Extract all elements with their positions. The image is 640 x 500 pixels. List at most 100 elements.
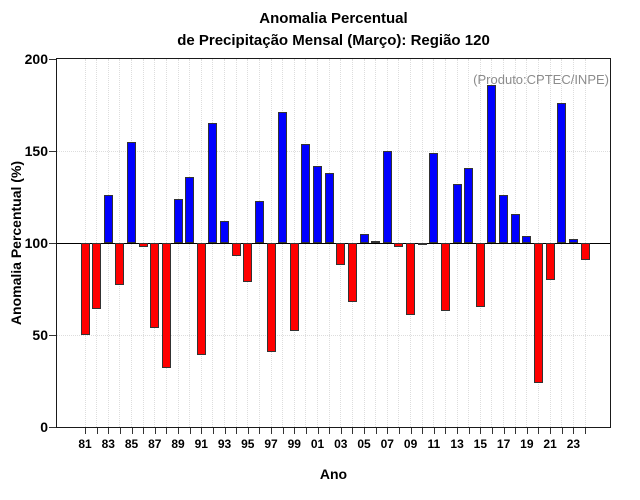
x-tick — [491, 428, 493, 434]
x-tick — [561, 428, 563, 434]
bar-82 — [92, 243, 102, 310]
x-tick — [398, 428, 400, 434]
x-tick — [480, 428, 482, 434]
y-tick-label-150: 150 — [24, 143, 48, 159]
x-tick-label-97: 97 — [264, 437, 278, 451]
bar-16 — [487, 84, 497, 243]
x-tick — [340, 428, 342, 434]
bar-19 — [522, 235, 532, 243]
x-tick — [352, 428, 354, 434]
bar-95 — [243, 243, 253, 282]
bar-17 — [499, 195, 509, 243]
chart-title: Anomalia Percentual de Precipitação Mens… — [56, 8, 611, 52]
h-gridline-50 — [57, 334, 610, 336]
bar-86 — [138, 243, 148, 247]
bar-06 — [371, 241, 381, 244]
y-tick — [49, 334, 56, 336]
watermark-label: (Produto:CPTEC/INPE) — [473, 72, 609, 87]
h-gridline-150 — [57, 150, 610, 152]
bar-10 — [417, 243, 427, 245]
x-tick-label-07: 07 — [380, 437, 394, 451]
x-tick — [96, 428, 98, 434]
x-tick — [433, 428, 435, 434]
bar-97 — [266, 243, 276, 352]
y-tick — [49, 150, 56, 152]
x-tick — [422, 428, 424, 434]
bar-87 — [150, 243, 160, 328]
x-tick-label-17: 17 — [496, 437, 511, 451]
y-tick-label-100: 100 — [24, 235, 48, 251]
y-tick — [49, 58, 56, 60]
bar-05 — [359, 233, 369, 243]
x-tick — [538, 428, 540, 434]
x-tick — [526, 428, 528, 434]
bar-23 — [568, 239, 578, 243]
x-tick — [503, 428, 505, 434]
x-tick — [387, 428, 389, 434]
x-tick — [259, 428, 261, 434]
bar-89 — [173, 198, 183, 243]
x-tick — [573, 428, 575, 434]
x-tick — [364, 428, 366, 434]
x-tick — [166, 428, 168, 434]
x-tick-label-01: 01 — [310, 437, 325, 451]
x-tick — [271, 428, 273, 434]
x-tick — [189, 428, 191, 434]
bar-88 — [161, 243, 171, 369]
x-tick — [212, 428, 214, 434]
baseline-100 — [57, 242, 610, 244]
x-tick — [282, 428, 284, 434]
x-tick — [329, 428, 331, 434]
x-tick-label-19: 19 — [520, 437, 534, 451]
y-tick — [49, 242, 56, 244]
x-tick-label-23: 23 — [566, 437, 581, 451]
x-tick — [143, 428, 145, 434]
x-tick-label-03: 03 — [334, 437, 348, 451]
x-tick-label-13: 13 — [450, 437, 464, 451]
x-tick-label-11: 11 — [427, 437, 441, 451]
x-tick-label-93: 93 — [217, 437, 232, 451]
bar-99 — [289, 243, 299, 332]
x-tick-label-89: 89 — [171, 437, 185, 451]
bar-00 — [301, 143, 311, 243]
bar-94 — [231, 243, 241, 256]
x-tick — [515, 428, 517, 434]
x-tick — [119, 428, 121, 434]
bar-83 — [103, 195, 113, 243]
x-tick — [247, 428, 249, 434]
bar-08 — [394, 243, 404, 247]
x-tick — [236, 428, 238, 434]
x-tick — [317, 428, 319, 434]
bar-84 — [115, 243, 125, 286]
x-tick — [131, 428, 133, 434]
x-tick — [294, 428, 296, 434]
bar-98 — [278, 112, 288, 243]
x-tick — [410, 428, 412, 434]
y-tick — [49, 426, 56, 428]
bar-18 — [510, 213, 520, 243]
bar-04 — [347, 243, 357, 302]
bar-93 — [220, 220, 230, 243]
x-tick — [550, 428, 552, 434]
plot-area — [56, 58, 611, 428]
bar-02 — [324, 173, 334, 243]
bar-09 — [406, 243, 416, 315]
x-tick — [457, 428, 459, 434]
y-tick-label-0: 0 — [40, 419, 48, 435]
x-tick-label-91: 91 — [194, 437, 208, 451]
bar-90 — [185, 176, 195, 243]
x-tick — [375, 428, 377, 434]
bar-03 — [336, 243, 346, 266]
x-tick — [108, 428, 110, 434]
x-tick — [154, 428, 156, 434]
x-tick — [201, 428, 203, 434]
bar-85 — [127, 141, 136, 243]
bar-91 — [196, 243, 206, 356]
x-tick-label-09: 09 — [403, 437, 418, 451]
bar-13 — [452, 184, 462, 243]
y-tick-label-200: 200 — [24, 51, 48, 67]
x-tick-label-05: 05 — [357, 437, 371, 451]
bar-96 — [254, 200, 264, 243]
bar-92 — [208, 123, 218, 243]
bar-12 — [440, 243, 450, 312]
